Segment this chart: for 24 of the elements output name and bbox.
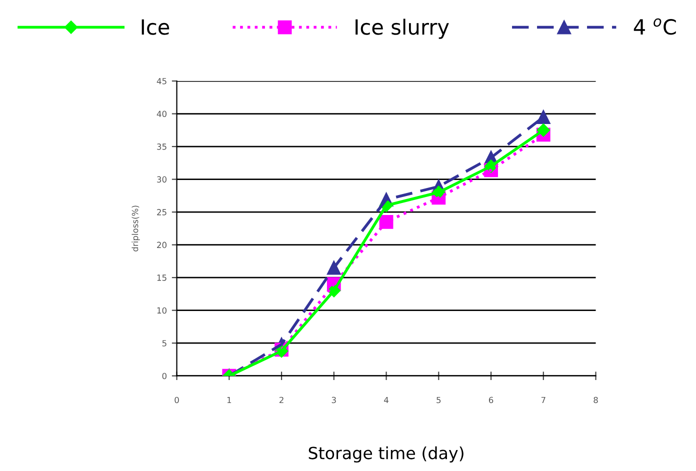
y-tick-label: 5	[162, 340, 166, 346]
x-tick-label: 0	[174, 396, 179, 404]
y-axis-title: driploss(%)	[132, 206, 140, 252]
x-tick-label: 6	[488, 396, 494, 404]
y-tick-label: 30	[157, 176, 167, 183]
x-tick-label: 8	[594, 396, 598, 404]
y-tick-label: 0	[162, 372, 167, 380]
y-tick-label: 45	[156, 78, 166, 84]
x-tick-label: 7	[541, 396, 546, 404]
y-tick-label: 20	[157, 242, 167, 248]
y-tick-label: 35	[157, 144, 166, 150]
x-tick-label: 5	[436, 396, 441, 404]
legend-label: Ice	[142, 19, 170, 35]
legend-label: 4 $^{o}$C	[634, 18, 676, 35]
x-tick-label: 2	[279, 396, 284, 404]
legend-label: Ice slurry	[356, 18, 449, 39]
y-tick-label: 40	[156, 110, 167, 118]
x-axis-title: Storage time (day)	[308, 446, 464, 463]
y-tick-label: 25	[157, 209, 166, 216]
y-tick-label: 10	[157, 307, 167, 314]
x-tick-label: 3	[332, 396, 336, 404]
x-tick-label: 4	[384, 396, 388, 404]
x-tick-label: 1	[227, 396, 232, 404]
y-tick-label: 15	[157, 274, 166, 281]
